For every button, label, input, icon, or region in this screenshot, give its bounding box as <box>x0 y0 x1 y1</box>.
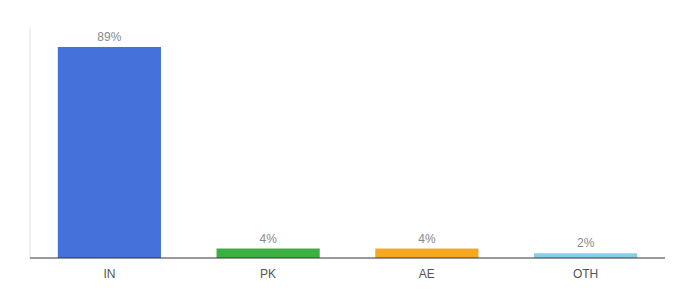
x-axis-line <box>30 258 665 259</box>
bar <box>375 249 478 258</box>
data-label: 4% <box>418 232 436 246</box>
bar <box>217 249 320 258</box>
labels: 89% 4% 4% 2% <box>97 30 594 250</box>
x-tick-label: IN <box>103 267 115 281</box>
chart-svg: 89% 4% 4% 2% IN PK AE OTH <box>0 0 680 300</box>
bar <box>58 47 161 258</box>
x-tick-label: PK <box>260 267 276 281</box>
x-tick-label: OTH <box>573 267 598 281</box>
x-tick-label: AE <box>419 267 435 281</box>
data-label: 2% <box>577 236 595 250</box>
data-label: 4% <box>259 232 277 246</box>
bars <box>58 47 637 258</box>
y-axis-line <box>30 28 31 258</box>
chart-container: 89% 4% 4% 2% IN PK AE OTH <box>0 0 680 300</box>
data-label: 89% <box>97 30 121 44</box>
bar <box>534 253 637 258</box>
